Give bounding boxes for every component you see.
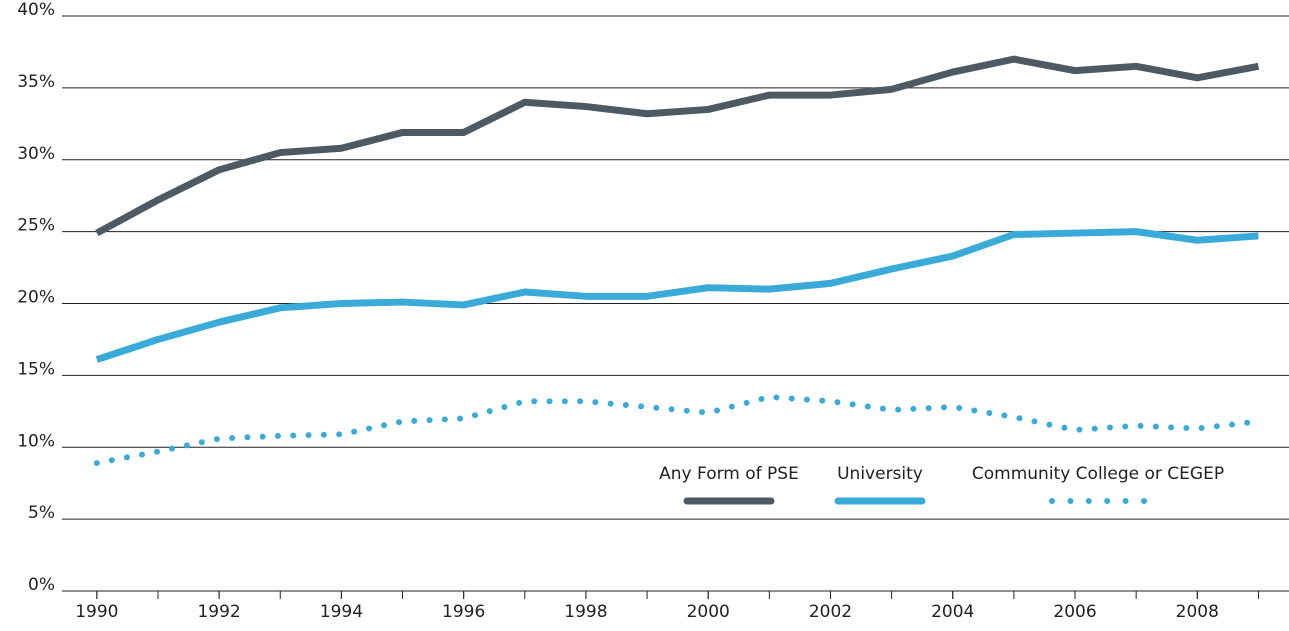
x-tick-label: 2006 [1053, 602, 1096, 622]
x-tick-label: 2000 [687, 602, 730, 622]
y-tick-label: 10% [17, 431, 55, 451]
legend-label: Any Form of PSE [659, 464, 799, 484]
x-tick-label: 1994 [320, 602, 363, 622]
y-tick-label: 0% [28, 575, 55, 595]
series-line [95, 55, 1260, 237]
x-tick-label: 2008 [1176, 602, 1219, 622]
x-tick-label: 1992 [197, 602, 240, 622]
x-tick-label: 2002 [809, 602, 852, 622]
series-line [93, 393, 1262, 467]
x-tick-label: 1990 [75, 602, 118, 622]
y-tick-label: 20% [17, 288, 55, 308]
x-tick-label: 2004 [931, 602, 974, 622]
series-line [95, 228, 1259, 363]
y-tick-label: 5% [28, 503, 55, 523]
legend-label: Community College or CEGEP [972, 464, 1224, 484]
legend-label: University [837, 464, 923, 484]
y-tick-label: 25% [17, 216, 55, 236]
y-tick-label: 15% [17, 359, 55, 379]
y-tick-label: 35% [17, 72, 55, 92]
y-tick-label: 30% [17, 144, 55, 164]
y-tick-label: 40% [17, 0, 55, 20]
x-tick-label: 1998 [564, 602, 607, 622]
x-tick-label: 1996 [442, 602, 485, 622]
